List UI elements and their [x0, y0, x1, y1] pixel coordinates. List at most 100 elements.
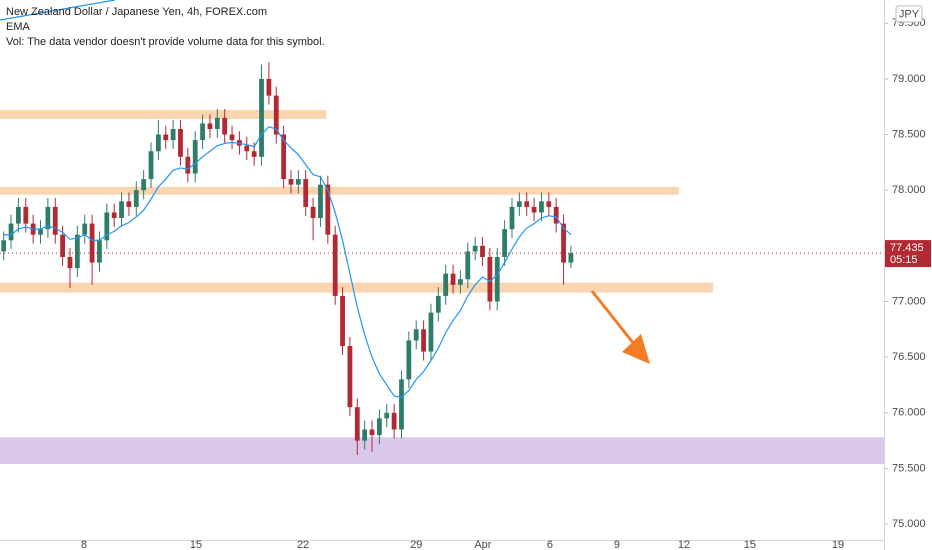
- x-tick-label: Apr: [474, 539, 491, 550]
- countdown-label: 05:15: [890, 254, 918, 266]
- currency-label: JPY: [899, 8, 920, 20]
- candle-body: [524, 201, 530, 207]
- candle-body: [546, 201, 552, 207]
- candle-body: [458, 279, 463, 285]
- indicator-label: EMA: [6, 21, 31, 33]
- candle-body: [347, 346, 353, 408]
- candle-body: [170, 128, 176, 141]
- candle-body: [8, 223, 14, 241]
- candle-body: [384, 412, 390, 419]
- y-tick-label: 76.500: [892, 351, 926, 363]
- candle-body: [487, 256, 493, 302]
- candle-body: [222, 117, 228, 135]
- candle-body: [332, 234, 338, 296]
- ema-line: [3, 126, 572, 398]
- candle-body: [266, 78, 272, 96]
- y-tick-label: 76.000: [892, 407, 926, 419]
- candle-body: [192, 140, 198, 174]
- zone: [0, 110, 327, 119]
- candle-body: [74, 234, 80, 269]
- candle-body: [281, 134, 287, 180]
- candle-body: [553, 206, 559, 224]
- candle-body: [421, 329, 426, 352]
- price-scale: [884, 0, 932, 550]
- candle-body: [185, 156, 191, 174]
- zones: [0, 110, 884, 464]
- candle-body: [251, 151, 257, 157]
- candle-body: [406, 340, 412, 380]
- time-scale: [0, 540, 884, 550]
- candle-body: [23, 206, 29, 224]
- candle-body: [178, 128, 183, 157]
- candle-body: [163, 134, 169, 141]
- x-tick-label: 19: [832, 539, 844, 550]
- candle-body: [295, 179, 301, 185]
- candle-body: [325, 184, 331, 235]
- candle-body: [568, 253, 574, 263]
- volume-note: Vol: The data vendor doesn't provide vol…: [6, 36, 325, 48]
- arrow-head: [622, 334, 650, 364]
- x-tick-label: 22: [297, 539, 309, 550]
- x-tick-label: 12: [678, 539, 690, 550]
- candle-body: [104, 212, 110, 241]
- candle-body: [465, 251, 471, 280]
- candle-body: [288, 179, 294, 185]
- candle-body: [391, 412, 397, 430]
- y-tick-label: 79.000: [892, 73, 926, 85]
- candle-body: [399, 379, 404, 430]
- candle-body: [16, 206, 21, 224]
- candle-body: [89, 223, 95, 263]
- candle-body: [52, 206, 58, 235]
- zone: [0, 437, 884, 464]
- candle-body: [318, 184, 323, 219]
- candle-body: [303, 179, 309, 207]
- candle-body: [244, 145, 250, 152]
- candle-body: [82, 223, 88, 235]
- candle-body: [435, 295, 441, 313]
- candle-body: [502, 229, 508, 257]
- candle-body: [38, 229, 43, 235]
- candle-body: [354, 407, 360, 441]
- candle-body: [126, 201, 132, 207]
- candle-body: [340, 295, 345, 347]
- y-tick-label: 78.500: [892, 128, 926, 140]
- candle-body: [60, 234, 66, 257]
- candle-body: [362, 429, 368, 441]
- zone: [0, 186, 679, 195]
- arrow-drawing: [590, 290, 650, 364]
- candle-body: [148, 151, 154, 180]
- x-tick-label: 15: [190, 539, 202, 550]
- candle-body: [376, 418, 382, 436]
- legend: New Zealand Dollar / Japanese Yen, 4h, F…: [6, 6, 325, 48]
- candle-body: [97, 240, 102, 263]
- candle-body: [539, 201, 544, 213]
- candle-body: [207, 123, 213, 129]
- candle-body: [200, 123, 205, 141]
- x-tick-label: 15: [744, 539, 756, 550]
- candle-body: [1, 240, 7, 252]
- y-tick-label: 75.500: [892, 462, 926, 474]
- y-tick-label: 77.000: [892, 295, 926, 307]
- candle-body: [119, 201, 124, 219]
- currency-box: [895, 5, 923, 23]
- candle-body: [494, 256, 500, 302]
- x-tick-label: 6: [547, 539, 553, 550]
- zone: [0, 282, 714, 293]
- candle-body: [561, 223, 566, 263]
- y-tick-label: 75.000: [892, 518, 926, 530]
- candle-body: [111, 212, 117, 219]
- candle-body: [133, 190, 139, 207]
- candle-body: [67, 256, 73, 269]
- candle-body: [369, 429, 375, 436]
- candle-body: [259, 78, 264, 157]
- candle-body: [45, 206, 51, 230]
- trend-line-drawing: [0, 0, 116, 21]
- arrow-shaft: [590, 290, 636, 345]
- candle-body: [480, 245, 485, 257]
- candle-body: [450, 273, 456, 285]
- axes: 75.00075.50076.00076.50077.00077.50078.0…: [81, 17, 931, 550]
- candle-body: [413, 329, 419, 341]
- candle-body: [443, 273, 449, 296]
- candle-body: [214, 117, 220, 129]
- candle-body: [531, 206, 537, 213]
